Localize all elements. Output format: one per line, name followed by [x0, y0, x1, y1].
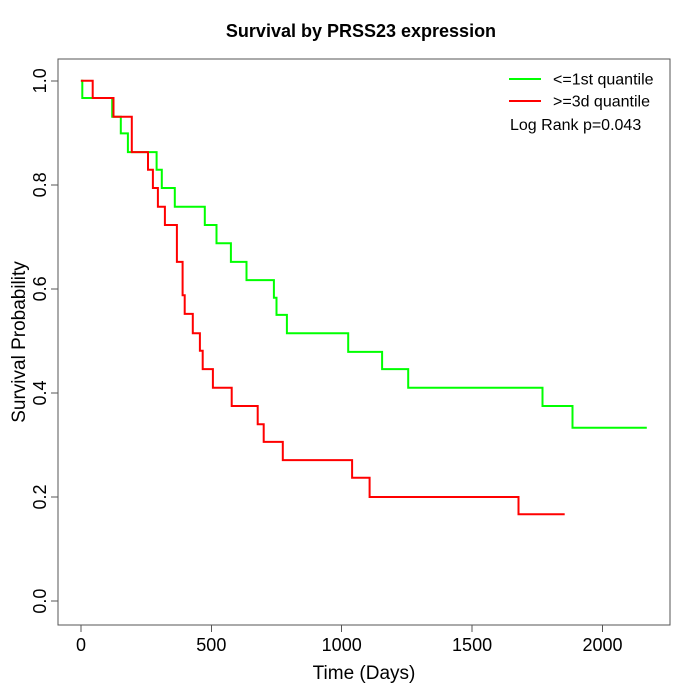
x-tick-label: 500	[196, 635, 226, 655]
legend-label-third-quantile: >=3d quantile	[553, 94, 650, 111]
x-tick-label: 0	[76, 635, 86, 655]
km-curve-high-expression	[80, 79, 565, 516]
x-axis-label: Time (Days)	[313, 663, 416, 684]
y-tick-label: 0.2	[30, 484, 50, 509]
x-tick-label: 2000	[582, 635, 622, 655]
y-tick-label: 0.0	[30, 589, 50, 614]
y-axis-ticks: 0.0 0.2 0.4 0.6 0.8 1.0	[30, 68, 58, 614]
y-tick-label: 0.8	[30, 172, 50, 197]
x-tick-label: 1500	[452, 635, 492, 655]
y-tick-label: 1.0	[30, 68, 50, 93]
y-axis-label: Survival Probability	[9, 261, 30, 423]
x-tick-label: 1000	[322, 635, 362, 655]
x-axis-ticks: 0 500 1000 1500 2000	[76, 625, 622, 655]
plot-border	[57, 58, 671, 626]
y-tick-label: 0.4	[30, 380, 50, 405]
survival-curves	[80, 79, 647, 516]
logrank-pvalue-text: Log Rank p=0.043	[510, 117, 641, 134]
legend-label-first-quantile: <=1st quantile	[553, 72, 654, 89]
km-curve-low-expression	[80, 79, 647, 429]
y-tick-label: 0.6	[30, 276, 50, 301]
legend: <=1st quantile >=3d quantile Log Rank p=…	[509, 72, 654, 134]
chart-title: Survival by PRSS23 expression	[226, 21, 496, 41]
